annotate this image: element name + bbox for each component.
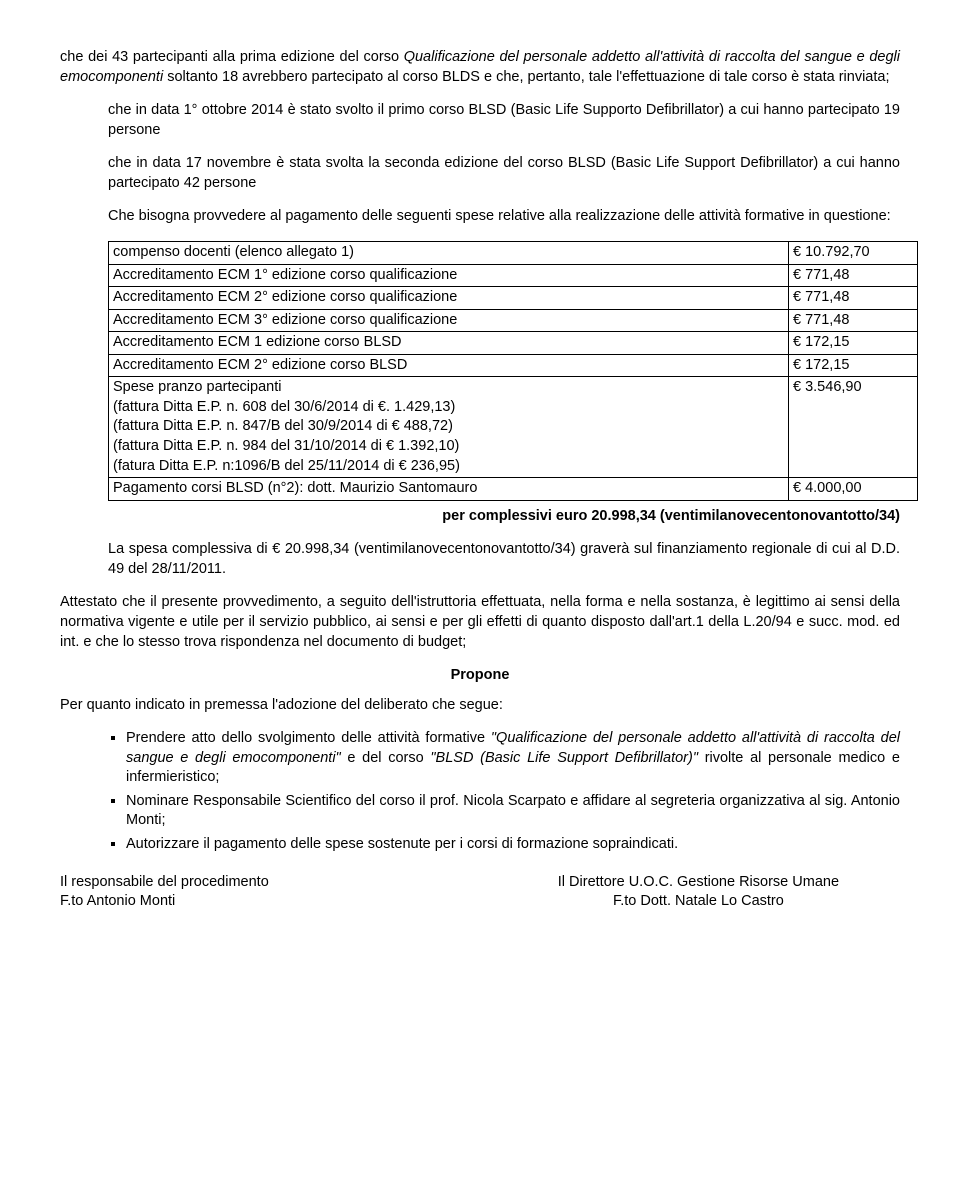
table-cell-desc: Accreditamento ECM 1° edizione corso qua…: [109, 264, 789, 287]
table-cell-value: € 10.792,70: [789, 241, 918, 264]
table-cell-value: € 172,15: [789, 332, 918, 355]
signature-right: Il Direttore U.O.C. Gestione Risorse Uma…: [497, 873, 900, 912]
bullet-list: Prendere atto dello svolgimento delle at…: [108, 729, 900, 854]
sig-right-title: Il Direttore U.O.C. Gestione Risorse Uma…: [497, 873, 900, 893]
paragraph-3: che in data 17 novembre è stata svolta l…: [108, 154, 900, 193]
table-cell-value: € 771,48: [789, 287, 918, 310]
paragraph-2: che in data 1° ottobre 2014 è stato svol…: [108, 101, 900, 140]
paragraph-5: La spesa complessiva di € 20.998,34 (ven…: [108, 540, 900, 579]
table-cell-desc: compenso docenti (elenco allegato 1): [109, 241, 789, 264]
sig-left-title: Il responsabile del procedimento: [60, 873, 463, 893]
table-row: Accreditamento ECM 2° edizione corso BLS…: [109, 354, 918, 377]
table-cell-desc: Accreditamento ECM 3° edizione corso qua…: [109, 309, 789, 332]
paragraph-1: che dei 43 partecipanti alla prima edizi…: [60, 48, 900, 87]
table-cell-desc: Accreditamento ECM 2° edizione corso BLS…: [109, 354, 789, 377]
table-cell-value: € 771,48: [789, 309, 918, 332]
table-row: Accreditamento ECM 2° edizione corso qua…: [109, 287, 918, 310]
table-row: Pagamento corsi BLSD (n°2): dott. Mauriz…: [109, 478, 918, 501]
signature-row: Il responsabile del procedimento F.to An…: [60, 873, 900, 912]
table-row: Accreditamento ECM 3° edizione corso qua…: [109, 309, 918, 332]
table-cell-value: € 4.000,00: [789, 478, 918, 501]
bullet-1: Prendere atto dello svolgimento delle at…: [126, 729, 900, 788]
paragraph-6: Attestato che il presente provvedimento,…: [60, 593, 900, 652]
table-cell-value: € 172,15: [789, 354, 918, 377]
table-row: compenso docenti (elenco allegato 1)€ 10…: [109, 241, 918, 264]
bullet-2: Nominare Responsabile Scientifico del co…: [126, 792, 900, 831]
paragraph-7: Per quanto indicato in premessa l'adozio…: [60, 696, 900, 716]
table-cell-desc: Pagamento corsi BLSD (n°2): dott. Mauriz…: [109, 478, 789, 501]
table-row: Spese pranzo partecipanti (fattura Ditta…: [109, 377, 918, 478]
sig-right-name: F.to Dott. Natale Lo Castro: [497, 892, 900, 912]
table-cell-desc: Accreditamento ECM 1 edizione corso BLSD: [109, 332, 789, 355]
signature-left: Il responsabile del procedimento F.to An…: [60, 873, 463, 912]
expenses-table: compenso docenti (elenco allegato 1)€ 10…: [108, 241, 918, 501]
table-cell-desc: Spese pranzo partecipanti (fattura Ditta…: [109, 377, 789, 478]
sig-left-name: F.to Antonio Monti: [60, 892, 463, 912]
table-cell-desc: Accreditamento ECM 2° edizione corso qua…: [109, 287, 789, 310]
table-row: Accreditamento ECM 1 edizione corso BLSD…: [109, 332, 918, 355]
paragraph-4: Che bisogna provvedere al pagamento dell…: [108, 207, 900, 227]
total-line: per complessivi euro 20.998,34 (ventimil…: [108, 507, 900, 527]
table-cell-value: € 771,48: [789, 264, 918, 287]
table-cell-value: € 3.546,90: [789, 377, 918, 478]
bullet-3: Autorizzare il pagamento delle spese sos…: [126, 835, 900, 855]
propone-heading: Propone: [60, 666, 900, 686]
table-row: Accreditamento ECM 1° edizione corso qua…: [109, 264, 918, 287]
